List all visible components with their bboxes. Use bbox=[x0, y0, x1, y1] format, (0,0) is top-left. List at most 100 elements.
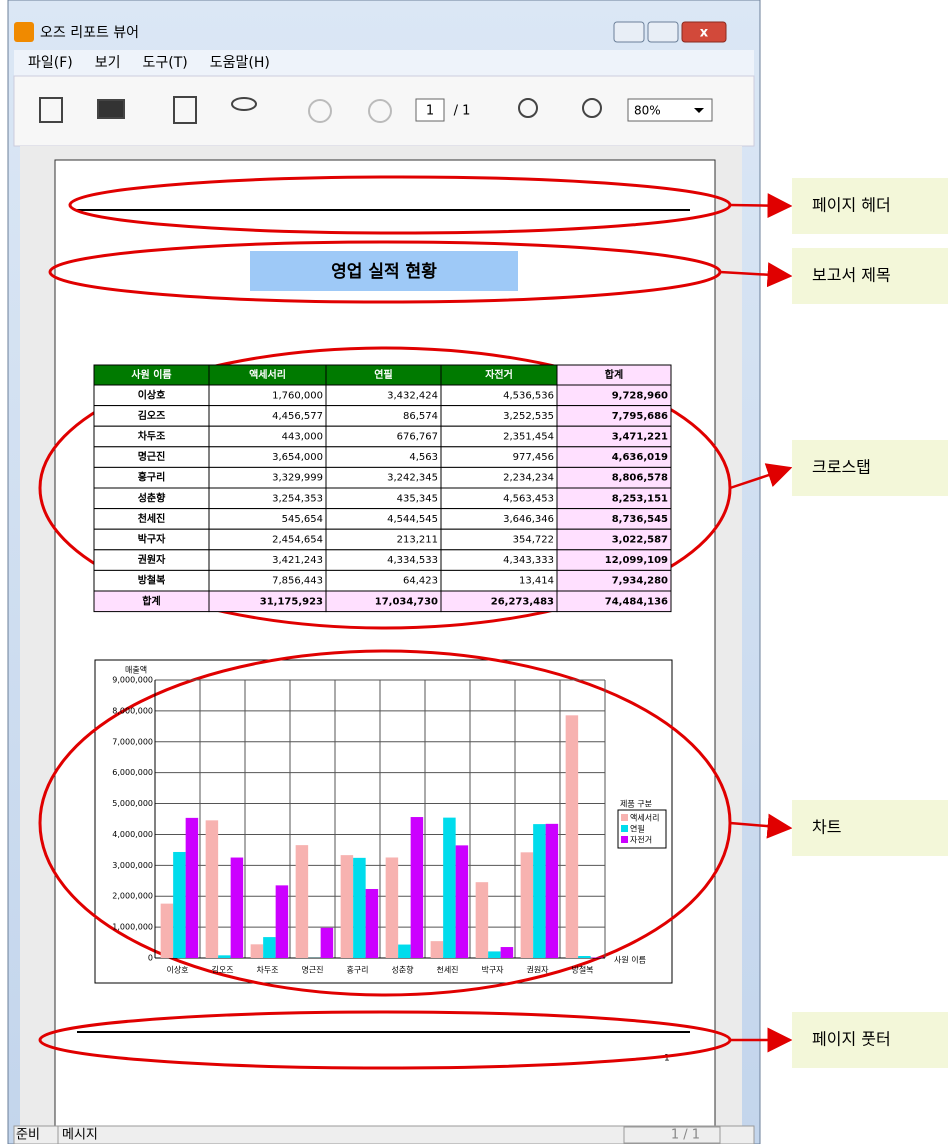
legend-swatch bbox=[621, 836, 628, 843]
cell-text: 9,728,960 bbox=[612, 390, 668, 401]
header-text: 자전거 bbox=[485, 368, 513, 381]
bar bbox=[321, 928, 334, 958]
x-tick-label: 김오즈 bbox=[211, 965, 233, 975]
cell-text: 3,252,535 bbox=[503, 411, 554, 422]
cell-text: 64,423 bbox=[403, 576, 438, 587]
y-tick-label: 6,000,000 bbox=[112, 768, 153, 777]
bar bbox=[488, 951, 501, 958]
page-number: 1 bbox=[426, 104, 434, 119]
bar bbox=[218, 955, 231, 958]
menu-item[interactable]: 보기 bbox=[95, 55, 121, 71]
status-page: 1 / 1 bbox=[671, 1128, 700, 1143]
window-title: 오즈 리포트 뷰어 bbox=[40, 25, 139, 41]
x-tick-label: 이상호 bbox=[166, 965, 188, 975]
cell-text: 3,421,243 bbox=[272, 555, 323, 566]
bar bbox=[566, 715, 579, 958]
menu-item[interactable]: 파일(F) bbox=[28, 55, 73, 71]
cell-text: 13,414 bbox=[519, 576, 554, 587]
annotation-label: 페이지 풋터 bbox=[812, 1030, 891, 1049]
header-text: 연필 bbox=[374, 368, 392, 381]
bar bbox=[366, 889, 379, 958]
bar bbox=[578, 956, 591, 958]
bar bbox=[296, 845, 309, 958]
x-tick-label: 차두조 bbox=[256, 966, 278, 975]
legend-label: 연필 bbox=[630, 824, 645, 834]
cell-text: 4,536,536 bbox=[503, 390, 554, 401]
x-tick-label: 방철복 bbox=[571, 965, 593, 975]
cell-text: 4,544,545 bbox=[387, 514, 438, 525]
cell-text: 86,574 bbox=[403, 411, 438, 422]
cell-text: 74,484,136 bbox=[605, 596, 668, 607]
cell-text: 4,563 bbox=[409, 452, 438, 463]
bar bbox=[353, 858, 366, 958]
bar bbox=[386, 857, 399, 958]
cell-text: 3,022,587 bbox=[612, 535, 668, 546]
cell-text: 3,432,424 bbox=[387, 390, 438, 401]
bar bbox=[411, 817, 424, 958]
status-bar bbox=[14, 1126, 754, 1144]
annotation-label: 보고서 제목 bbox=[812, 266, 891, 285]
cell-text: 2,234,234 bbox=[503, 473, 554, 484]
annotation-arrow bbox=[730, 205, 790, 206]
bar bbox=[476, 882, 489, 958]
bar bbox=[341, 855, 354, 958]
cell-text: 31,175,923 bbox=[260, 596, 323, 607]
y-tick-label: 9,000,000 bbox=[112, 676, 153, 685]
cell-text: 3,646,346 bbox=[503, 514, 554, 525]
cell-text: 7,795,686 bbox=[612, 411, 668, 422]
cell-text: 676,767 bbox=[397, 432, 438, 443]
bar bbox=[161, 904, 174, 958]
x-tick-label: 박구자 bbox=[481, 965, 504, 975]
cell-text: 435,345 bbox=[397, 493, 438, 504]
bar bbox=[501, 947, 514, 958]
y-tick-label: 4,000,000 bbox=[112, 830, 153, 839]
cell-text: 8,253,151 bbox=[612, 493, 668, 504]
y-tick-label: 5,000,000 bbox=[112, 799, 153, 808]
bar bbox=[186, 818, 199, 958]
bar bbox=[546, 824, 559, 958]
cell-text: 3,654,000 bbox=[272, 452, 323, 463]
cell-text: 12,099,109 bbox=[605, 555, 668, 566]
annotation-label: 크로스탭 bbox=[812, 458, 871, 477]
legend-label: 액세서리 bbox=[630, 813, 659, 823]
bar bbox=[533, 824, 546, 958]
legend-swatch bbox=[621, 825, 628, 832]
maximize-button[interactable] bbox=[648, 22, 678, 42]
x-tick-label: 명근진 bbox=[301, 965, 323, 975]
legend-swatch bbox=[621, 814, 628, 821]
menu-bar bbox=[14, 50, 754, 76]
menu-item[interactable]: 도구(T) bbox=[143, 55, 188, 71]
bar bbox=[521, 852, 534, 958]
cell-text: 김오즈 bbox=[138, 410, 166, 422]
cell-text: 1,760,000 bbox=[272, 390, 323, 401]
cell-text: 17,034,730 bbox=[375, 596, 438, 607]
y-tick-label: 0 bbox=[148, 954, 153, 963]
cell-text: 3,242,345 bbox=[387, 473, 438, 484]
cell-text: 차두조 bbox=[138, 430, 166, 443]
cell-text: 2,454,654 bbox=[272, 535, 323, 546]
bar bbox=[173, 852, 186, 958]
cell-text: 4,456,577 bbox=[272, 411, 323, 422]
status-ready: 준비 bbox=[16, 1128, 40, 1143]
cell-text: 443,000 bbox=[282, 432, 323, 443]
minimize-button[interactable] bbox=[614, 22, 644, 42]
menu-item[interactable]: 도움말(H) bbox=[210, 55, 270, 71]
cell-text: 3,471,221 bbox=[612, 432, 668, 443]
x-tick-label: 천세진 bbox=[436, 965, 458, 975]
cell-text: 977,456 bbox=[513, 452, 554, 463]
status-message: 메시지 bbox=[62, 1128, 98, 1143]
print-icon[interactable] bbox=[98, 100, 124, 118]
cell-text: 213,211 bbox=[397, 535, 438, 546]
bar bbox=[251, 944, 264, 958]
bar bbox=[398, 945, 411, 958]
y-tick-label: 3,000,000 bbox=[112, 861, 153, 870]
cell-text: 354,722 bbox=[513, 535, 554, 546]
cell-text: 3,254,353 bbox=[272, 493, 323, 504]
x-tick-label: 홍구리 bbox=[346, 965, 368, 975]
y-tick-label: 2,000,000 bbox=[112, 892, 153, 901]
x-tick-label: 성춘향 bbox=[391, 966, 414, 975]
cell-text: 방철복 bbox=[138, 574, 166, 587]
header-text: 액세서리 bbox=[249, 368, 286, 381]
y-tick-label: 8,000,000 bbox=[112, 706, 153, 715]
cell-text: 545,654 bbox=[282, 514, 323, 525]
